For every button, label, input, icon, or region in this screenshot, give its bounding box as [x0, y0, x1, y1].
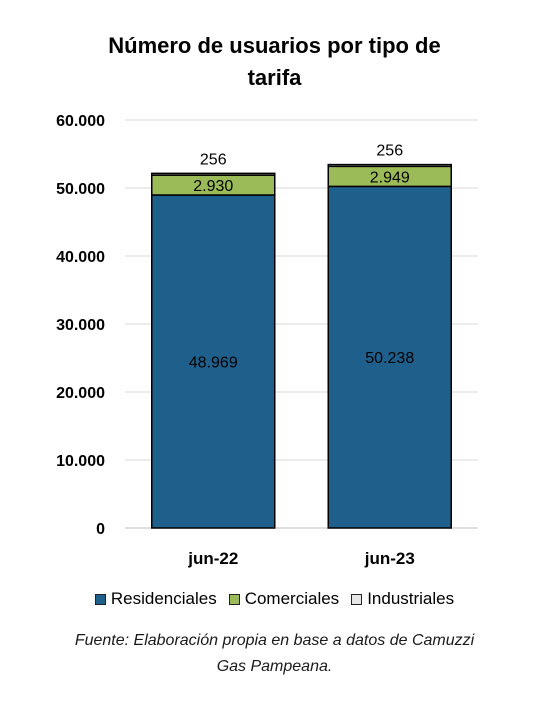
y-tick-label: 20.000	[56, 385, 105, 402]
x-tick-label: jun-22	[187, 549, 238, 568]
legend-label-comerciales: Comerciales	[244, 589, 340, 608]
legend-swatch-comerciales	[228, 593, 240, 605]
x-tick-label: jun-23	[364, 549, 415, 568]
y-tick-label: 0	[96, 521, 105, 538]
data-label: 50.238	[365, 350, 414, 367]
chart-legend: Residenciales Comerciales Industriales	[0, 589, 549, 609]
legend-item-industriales: Industriales	[351, 589, 454, 609]
legend-label-residenciales: Residenciales	[110, 589, 217, 608]
y-tick-label: 40.000	[56, 249, 105, 266]
legend-item-comerciales: Comerciales	[228, 589, 340, 609]
data-label: 2.949	[370, 169, 410, 186]
bar-segment	[327, 163, 452, 168]
y-tick-label: 30.000	[56, 317, 105, 334]
bar-segment	[151, 172, 276, 176]
legend-item-residenciales: Residenciales	[94, 589, 217, 609]
bar-segment	[151, 194, 276, 529]
chart-title-line-2: tarifa	[247, 65, 302, 90]
legend-label-industriales: Industriales	[367, 589, 455, 608]
data-label: 256	[200, 151, 227, 168]
legend-swatch-residenciales	[94, 593, 106, 605]
data-label: 256	[376, 143, 403, 160]
y-tick-label: 10.000	[56, 453, 105, 470]
data-label: 48.969	[189, 355, 238, 372]
y-tick-label: 60.000	[56, 113, 105, 130]
source-note: Fuente: Elaboración propia en base a dat…	[0, 628, 549, 680]
source-note-line-2: Gas Pampeana.	[216, 658, 333, 675]
data-label: 2.930	[193, 178, 233, 195]
stacked-bar-chart: 0 10.000 20.000 30.000 40.000 50.000 60.000 48.…	[56, 113, 478, 568]
chart-title-line-1: Número de usuarios por tipo de	[108, 33, 441, 58]
legend-swatch-industriales	[351, 593, 363, 605]
y-tick-label: 50.000	[56, 181, 105, 198]
bar-segment	[327, 185, 452, 529]
chart-title: Número de usuarios por tipo de tarifa	[0, 30, 549, 94]
source-note-line-1: Fuente: Elaboración propia en base a dat…	[74, 632, 475, 649]
